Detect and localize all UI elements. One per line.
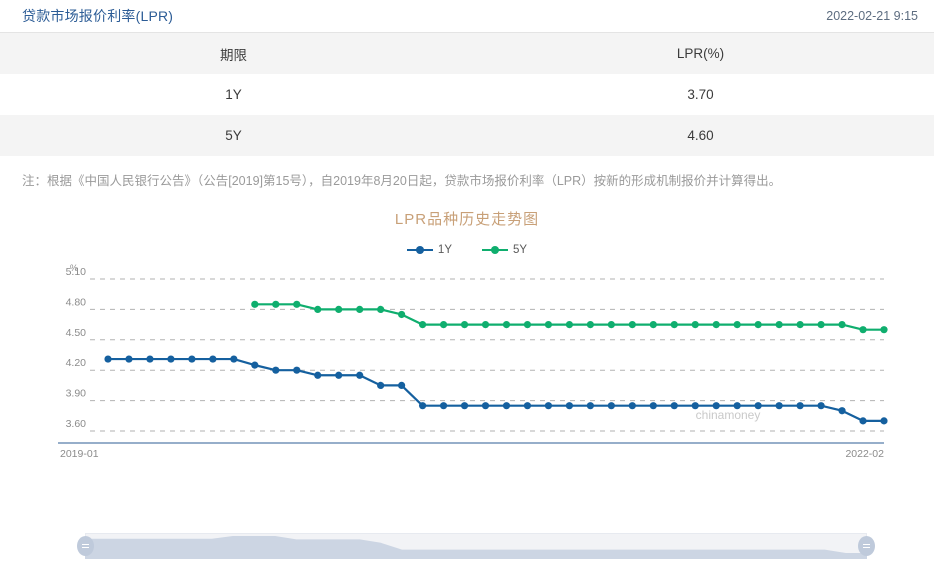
table-header-row: 期限 LPR(%): [0, 33, 934, 74]
cell-rate: 4.60: [687, 128, 714, 143]
svg-text:3.90: 3.90: [66, 387, 87, 399]
svg-text:3.60: 3.60: [66, 418, 87, 430]
svg-text:4.50: 4.50: [66, 327, 87, 339]
legend-marker-5y-icon: [482, 245, 508, 255]
range-preview-svg: [85, 536, 867, 559]
legend-item-1y[interactable]: 1Y: [406, 243, 452, 256]
page-title: 贷款市场报价利率(LPR): [22, 8, 174, 24]
cell-rate: 3.70: [687, 87, 714, 102]
page-header: 贷款市场报价利率(LPR) 2022-02-21 9:15: [0, 0, 934, 33]
cell-term: 1Y: [225, 87, 242, 102]
legend-marker-1y-icon: [406, 245, 433, 255]
legend-item-5y[interactable]: 5Y: [482, 244, 527, 256]
publish-timestamp: 2022-02-21 9:15: [826, 9, 918, 23]
lpr-history-chart: LPR品种历史走势图 1Y 5Y 5.10 4.80 4.50 4.20 3.90 3.6…: [0, 191, 934, 536]
svg-text:5.10: 5.10: [66, 266, 87, 278]
svg-text:4.20: 4.20: [66, 357, 87, 369]
svg-text:2019-01: 2019-01: [60, 448, 99, 460]
column-header-rate: LPR(%): [676, 46, 725, 61]
range-slider-handle-right[interactable]: [858, 536, 875, 556]
svg-text:%: %: [70, 263, 78, 273]
column-header-term: 期限: [220, 47, 247, 63]
legend-label-5y: 5Y: [513, 243, 528, 256]
svg-text:2022-02: 2022-02: [845, 448, 884, 460]
range-slider-preview: [85, 533, 867, 559]
table-row: 1Y 3.70: [0, 74, 934, 115]
table-footnote: 注：根据《中国人民银行公告》（公告[2019]第15号），自2019年8月20日…: [22, 174, 782, 188]
chart-title: LPR品种历史走势图: [394, 210, 540, 228]
svg-text:4.80: 4.80: [66, 296, 87, 308]
chart-legend: 1Y 5Y: [0, 244, 934, 256]
lpr-table: 期限 LPR(%) 1Y 3.70 5Y 4.60: [0, 33, 934, 156]
legend-label-1y: 1Y: [437, 243, 452, 256]
chart-svg: 5.10 4.80 4.50 4.20 3.90 3.60% 2019-01 2022-02 c…: [58, 263, 888, 460]
chart-range-slider[interactable]: [77, 533, 875, 559]
table-row: 5Y 4.60: [0, 115, 934, 156]
cell-term: 5Y: [225, 128, 242, 143]
svg-text:chinamoney: chinamoney: [696, 408, 761, 422]
range-slider-handle-left[interactable]: [77, 536, 94, 556]
chart-plot-area[interactable]: 5.10 4.80 4.50 4.20 3.90 3.60% 2019-01 2022-02 c…: [0, 191, 934, 536]
